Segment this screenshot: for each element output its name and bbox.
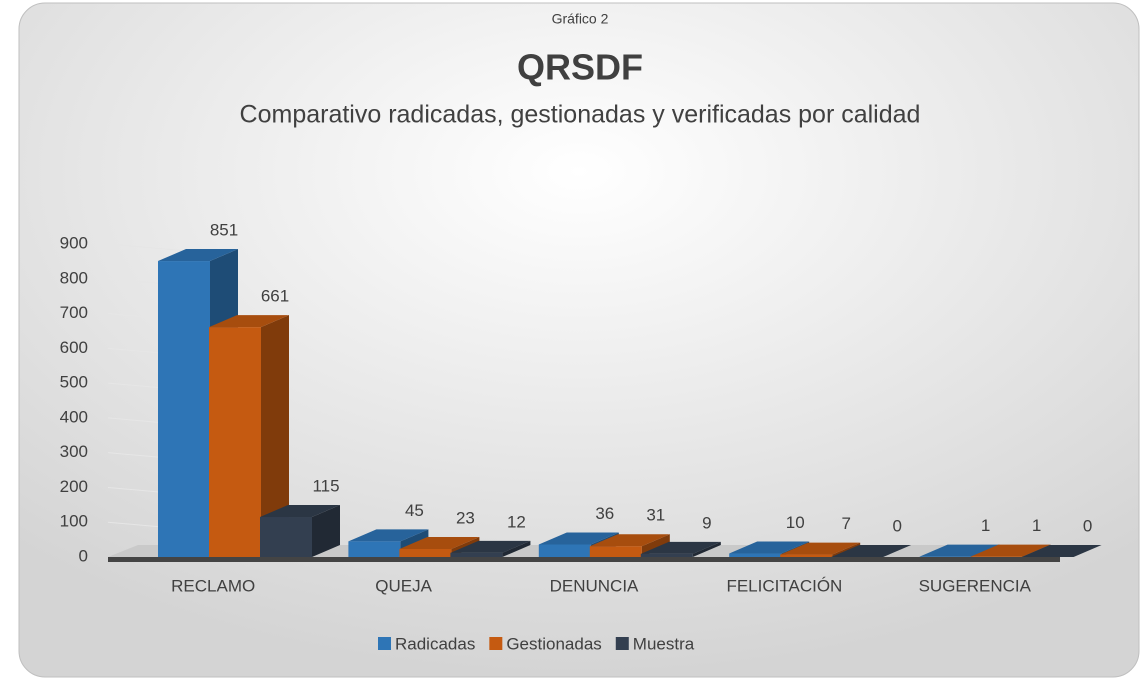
y-tick-label: 500 (60, 373, 88, 392)
data-label: 12 (507, 512, 526, 531)
data-label: 115 (312, 476, 339, 495)
bar-top (780, 542, 861, 555)
x-tick-label: RECLAMO (171, 576, 255, 595)
legend-swatch (489, 637, 503, 650)
bar (589, 546, 642, 557)
x-tick-label: QUEJA (375, 576, 432, 595)
bar-top (260, 505, 340, 518)
bar-top (538, 532, 619, 545)
data-label: 0 (1083, 516, 1092, 535)
bar-top (209, 315, 289, 328)
bar-side (312, 505, 340, 557)
bar-top (970, 544, 1051, 557)
data-label: 23 (456, 508, 475, 527)
bar (450, 552, 503, 557)
bar (729, 553, 782, 557)
bar-top (450, 540, 531, 553)
bar (348, 541, 401, 557)
y-tick-label: 700 (60, 303, 88, 322)
y-tick-label: 300 (60, 442, 88, 461)
bar-top (399, 537, 480, 550)
bar-top (158, 249, 238, 262)
bar-top (1021, 545, 1102, 557)
bar-side (692, 541, 721, 557)
floor-edge (108, 557, 1060, 562)
bar-side (502, 540, 531, 557)
bar-top (831, 545, 912, 557)
data-label: 661 (261, 287, 289, 306)
bar (538, 544, 591, 557)
bar (780, 554, 833, 557)
bar-top (729, 541, 810, 554)
bar-side (832, 542, 861, 557)
data-label: 10 (786, 513, 805, 532)
legend-swatch (378, 637, 391, 650)
y-tick-label: 200 (60, 477, 88, 496)
data-label: 1 (1032, 516, 1041, 535)
legend-label: Gestionadas (506, 634, 601, 653)
y-tick-label: 600 (60, 338, 88, 357)
y-tick-label: 100 (60, 512, 88, 531)
data-label: 851 (210, 221, 238, 240)
bar (209, 327, 261, 557)
y-tick-label: 400 (60, 407, 88, 426)
x-tick-label: SUGERENCIA (919, 576, 1032, 595)
bar (260, 517, 312, 557)
chart-title: QRSDF (517, 47, 643, 88)
x-tick-label: FELICITACIÓN (726, 576, 842, 595)
y-tick-label: 900 (60, 233, 88, 252)
data-label: 45 (405, 501, 424, 520)
chart-subtitle: Comparativo radicadas, gestionadas y ver… (240, 101, 921, 129)
y-tick-label: 800 (60, 268, 88, 287)
legend-label: Radicadas (395, 634, 475, 653)
legend-label: Muestra (633, 634, 695, 653)
data-label: 9 (702, 513, 711, 532)
bar (399, 549, 452, 557)
bar-top (589, 534, 670, 547)
data-label: 31 (646, 506, 665, 525)
bar-top (919, 544, 1000, 557)
data-label: 0 (892, 516, 901, 535)
bar (640, 553, 693, 557)
chart-kicker: Gráfico 2 (552, 11, 609, 27)
data-label: 7 (841, 514, 850, 533)
y-tick-label: 0 (79, 546, 88, 565)
bar-top (640, 541, 721, 554)
data-label: 1 (981, 516, 990, 535)
data-label: 36 (595, 504, 614, 523)
x-tick-label: DENUNCIA (550, 576, 639, 595)
legend-swatch (615, 637, 629, 650)
bar-top (348, 529, 429, 542)
bar (158, 261, 210, 557)
bar-side (261, 315, 289, 557)
